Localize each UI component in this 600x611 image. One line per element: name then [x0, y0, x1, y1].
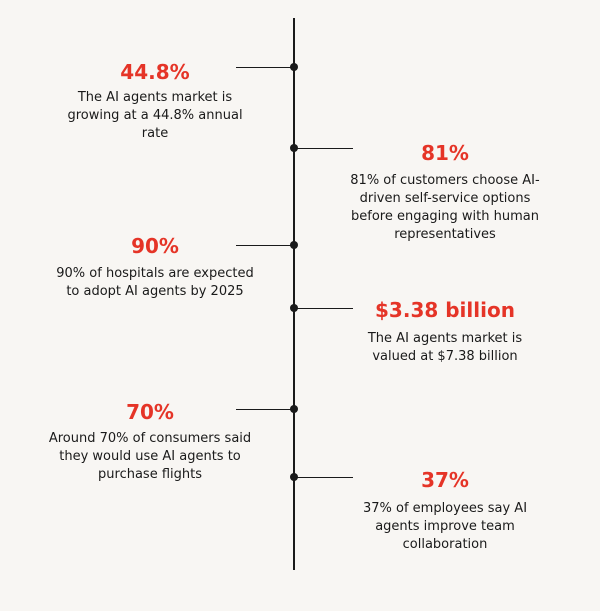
- timeline-spine: [293, 18, 295, 570]
- milestone-description: 37% of employees say AI agents improve t…: [362, 501, 528, 552]
- milestone-stat: 81%: [421, 141, 469, 165]
- milestone-description: 81% of customers choose AI-driven self-s…: [350, 173, 540, 242]
- milestone-stat: 90%: [131, 234, 179, 258]
- milestone-stat: 37%: [421, 468, 469, 492]
- milestone-dot: [290, 241, 298, 249]
- milestone-stat: 44.8%: [120, 60, 190, 84]
- milestone-connector: [294, 477, 353, 478]
- milestone-connector: [294, 308, 353, 309]
- milestone-stat: 70%: [126, 400, 174, 424]
- milestone-dot: [290, 473, 298, 481]
- milestone-dot: [290, 63, 298, 71]
- milestone-description: The AI agents market is growing at a 44.…: [67, 90, 243, 141]
- milestone-stat: $3.38 billion: [375, 298, 515, 322]
- milestone-description: 90% of hospitals are expected to adopt A…: [56, 266, 254, 299]
- milestone-dot: [290, 304, 298, 312]
- milestone-connector: [236, 245, 294, 246]
- milestone-description: Around 70% of consumers said they would …: [48, 431, 252, 482]
- milestone-connector: [236, 67, 294, 68]
- milestone-dot: [290, 144, 298, 152]
- milestone-connector: [294, 148, 353, 149]
- milestone-description: The AI agents market is valued at $7.38 …: [367, 331, 523, 364]
- milestone-connector: [236, 409, 294, 410]
- milestone-dot: [290, 405, 298, 413]
